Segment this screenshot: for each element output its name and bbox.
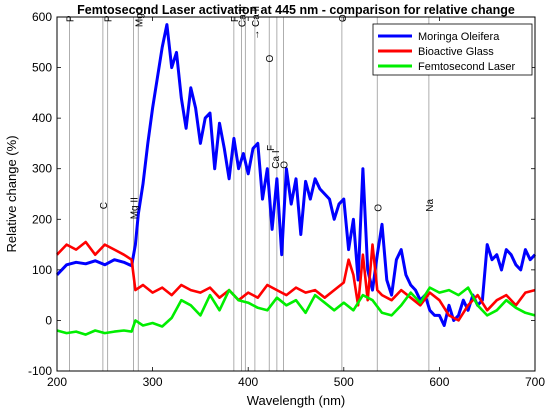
series-layer [55, 23, 537, 336]
element-annotation: Ca I [271, 150, 282, 168]
element-annotation: P [65, 15, 76, 22]
y-tick-label: 600 [32, 10, 52, 24]
series-line-bioactive-glass [56, 240, 536, 322]
element-annotation: F [266, 145, 277, 151]
plot-frame [56, 16, 536, 372]
legend-label: Bioactive Glass [418, 46, 494, 58]
x-axis-label: Wavelength (nm) [247, 393, 346, 408]
chart-title: Femtosecond Laser activation at 445 nm -… [77, 3, 515, 17]
element-annotation: F [230, 16, 241, 22]
series-line-moringa-oleifera [55, 23, 537, 327]
x-tick-label: 300 [143, 375, 163, 389]
legend-label: Femtosecond Laser [418, 61, 516, 73]
y-tick-label: 500 [32, 61, 52, 75]
series-line-femtosecond-laser [56, 286, 536, 336]
y-tick-label: 100 [32, 263, 52, 277]
x-tick-label: 500 [334, 375, 354, 389]
y-axis: -100 0 100 200 300 400 500 600 [28, 10, 535, 378]
y-tick-label: 0 [45, 313, 52, 327]
y-axis-label: Relative change (%) [4, 135, 19, 252]
element-annotation: O [265, 55, 276, 63]
x-tick-label: 200 [47, 375, 67, 389]
reference-lines-layer [69, 17, 430, 371]
element-annotation: Na [425, 198, 436, 211]
legend: Moringa Oleifera Bioactive Glass Femtoseco… [372, 23, 533, 76]
element-annotation: Mg II [130, 197, 141, 219]
y-tick-label: 400 [32, 111, 52, 125]
x-axis: 200 300 400 500 600 700 [47, 17, 545, 389]
y-tick-label: 300 [32, 162, 52, 176]
x-tick-label: 400 [238, 375, 258, 389]
element-annotation: O [373, 204, 384, 212]
x-tick-label: 700 [525, 375, 545, 389]
element-annotation: O [280, 161, 291, 169]
element-annotation: C [99, 202, 110, 209]
x-tick-label: 600 [429, 375, 449, 389]
legend-label: Moringa Oleifera [418, 31, 500, 43]
element-annotation: → Ca II [251, 6, 262, 40]
y-tick-label: -100 [28, 364, 52, 378]
y-tick-label: 200 [32, 212, 52, 226]
element-annotation: P [104, 15, 115, 22]
